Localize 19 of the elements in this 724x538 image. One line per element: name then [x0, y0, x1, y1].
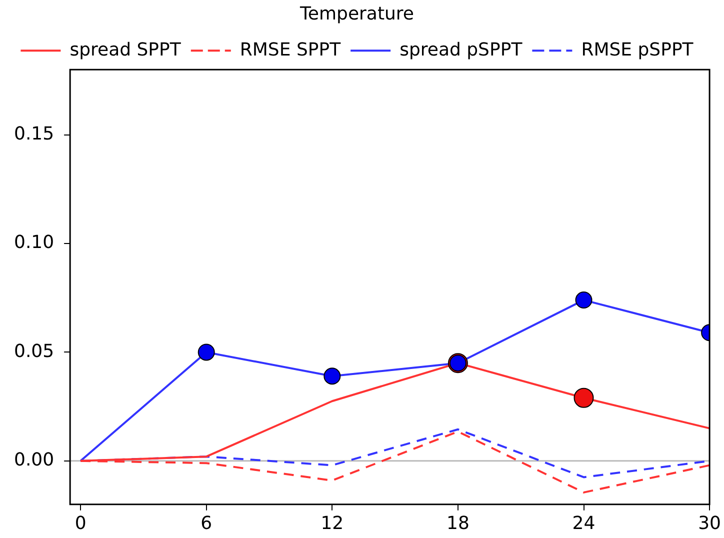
point	[324, 368, 341, 385]
legend-label: spread SPPT	[70, 39, 182, 60]
x-tick-label: 18	[446, 512, 470, 534]
legend-label: RMSE SPPT	[240, 39, 342, 60]
y-tick-label: 0.05	[14, 340, 54, 362]
legend-label: RMSE pSPPT	[581, 39, 694, 60]
y-tick-label: 0.00	[14, 450, 54, 471]
y-tick-label: 0.10	[14, 232, 54, 254]
x-tick-label: 30	[698, 512, 721, 534]
legend-label: spread pSPPT	[400, 39, 524, 60]
x-tick-label: 0	[74, 512, 86, 534]
point	[575, 292, 592, 309]
x-tick-label: 6	[200, 512, 212, 534]
y-tick-label: 0.15	[14, 123, 54, 144]
point	[198, 344, 215, 361]
x-tick-label: 24	[572, 512, 596, 534]
point	[574, 388, 594, 408]
chart-title: Temperature	[298, 3, 414, 24]
x-tick-label: 12	[320, 512, 344, 534]
